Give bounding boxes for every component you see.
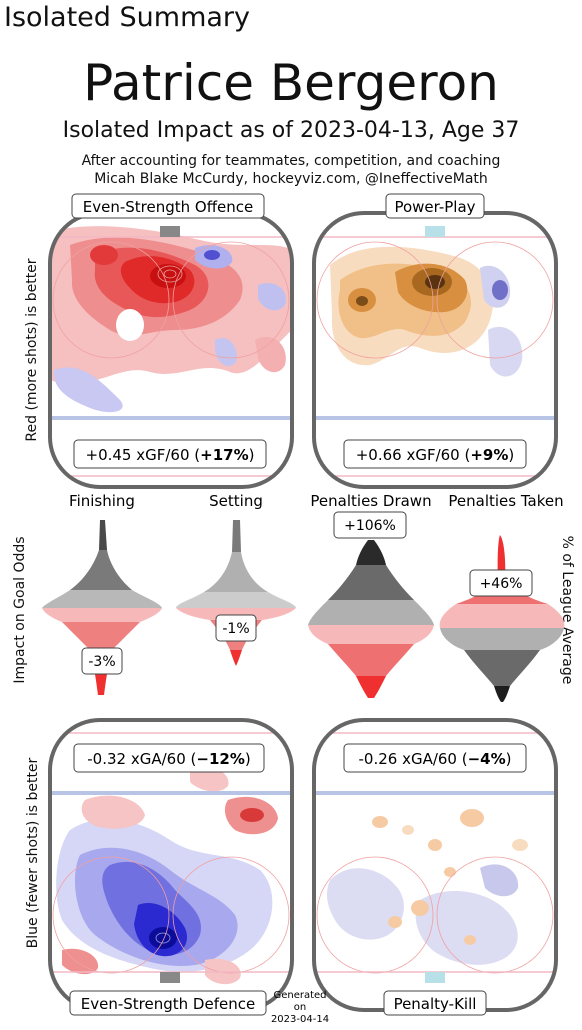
violin-setting: -1% bbox=[176, 520, 296, 666]
penalty-kill-stat: -0.26 xGA/60 (−4%) bbox=[358, 750, 511, 768]
panel-es-offence bbox=[48, 211, 294, 489]
es-offence-stat: +0.45 xGF/60 (+17%) bbox=[86, 446, 255, 464]
penalty-kill-title: Penalty-Kill bbox=[394, 995, 477, 1013]
violin-category-finishing: Finishing bbox=[69, 492, 135, 510]
panel-es-defence bbox=[48, 718, 294, 1012]
power-play-stat: +0.66 xGF/60 (+9%) bbox=[356, 446, 515, 464]
penalty-kill-heatmap bbox=[314, 732, 556, 983]
es-offence-title: Even-Strength Offence bbox=[83, 198, 254, 216]
player-name: Patrice Bergeron bbox=[83, 54, 499, 112]
violin-label-finishing: -3% bbox=[88, 654, 115, 670]
methodology-note: After accounting for teammates, competit… bbox=[81, 153, 501, 169]
violin-penalties-drawn: +106% bbox=[308, 511, 434, 698]
es-offence-heatmap bbox=[50, 226, 292, 477]
violin-category-penalties-taken: Penalties Taken bbox=[448, 492, 563, 510]
author-credit: Micah Blake McCurdy, hockeyviz.com, @Ine… bbox=[94, 171, 488, 187]
es-defence-title: Even-Strength Defence bbox=[81, 995, 255, 1013]
generated-note-line1: Generated bbox=[273, 990, 326, 1001]
panel-power-play bbox=[312, 211, 558, 489]
violin-label-penalties-drawn: +106% bbox=[344, 518, 396, 534]
violin-category-penalties-drawn: Penalties Drawn bbox=[310, 492, 431, 510]
violin-label-setting: -1% bbox=[222, 621, 249, 637]
violin-penalties-taken: +46% bbox=[439, 535, 565, 702]
es-defence-heatmap bbox=[50, 732, 292, 985]
power-play-heatmap bbox=[314, 226, 556, 477]
violin-category-setting: Setting bbox=[209, 492, 263, 510]
subtitle: Isolated Impact as of 2023-04-13, Age 37 bbox=[62, 118, 520, 143]
es-defence-stat: -0.32 xGA/60 (−12%) bbox=[87, 750, 250, 768]
violin-finishing: -3% bbox=[42, 520, 162, 695]
power-play-title: Power-Play bbox=[394, 198, 475, 216]
violin-label-penalties-taken: +46% bbox=[480, 576, 523, 592]
corner-title: Isolated Summary bbox=[4, 2, 250, 33]
generated-note-line3: 2023-04-14 bbox=[271, 1014, 329, 1025]
panel-penalty-kill bbox=[312, 718, 558, 1012]
generated-note-line2: on bbox=[294, 1002, 306, 1013]
